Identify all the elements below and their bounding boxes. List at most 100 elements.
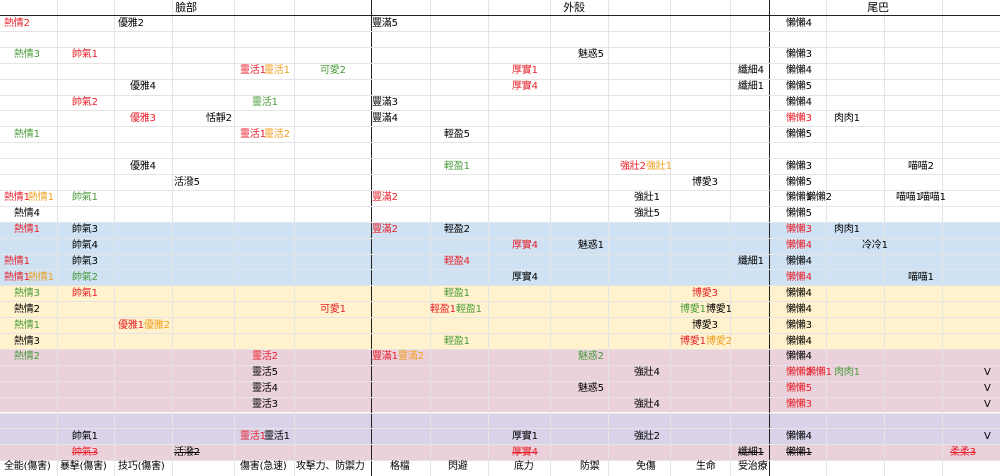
cell-value[interactable]: 博愛3 <box>692 319 718 331</box>
cell-value[interactable]: 懶懶1 <box>786 446 812 458</box>
cell-value[interactable]: 輕盈1 <box>456 303 482 315</box>
cell-value[interactable]: 魅惑5 <box>578 383 604 395</box>
cell-value[interactable]: 活潑2 <box>174 446 200 458</box>
cell-value[interactable]: 輕盈2 <box>444 224 470 236</box>
cell-value[interactable]: 懶懶3 <box>786 112 812 124</box>
cell-value[interactable]: 博愛1 <box>706 303 732 315</box>
cell-value[interactable]: 輕盈1 <box>444 335 470 347</box>
cell-value[interactable]: 柔柔3 <box>950 446 976 458</box>
cell-value[interactable]: 熱情1 <box>4 271 30 283</box>
cell-value[interactable]: 懶懶5 <box>786 128 812 140</box>
cell-value[interactable]: 靈活1 <box>240 430 266 442</box>
cell-value[interactable]: 熱情3 <box>14 49 40 61</box>
cell-value[interactable]: 懶懶5 <box>786 383 812 395</box>
cell-value[interactable]: 豐滿2 <box>372 192 398 204</box>
cell-value[interactable]: 魅惑1 <box>578 240 604 252</box>
cell-value[interactable]: 帥氣1 <box>72 287 98 299</box>
cell-value[interactable]: 懶懶4 <box>786 97 812 108</box>
cell-value[interactable]: 懶懶3 <box>786 399 812 411</box>
cell-value[interactable]: 強壯5 <box>634 208 660 220</box>
cell-value[interactable]: 熱情1 <box>28 192 54 204</box>
cell-value[interactable]: 懶懶2 <box>786 367 812 379</box>
cell-value[interactable]: 靈活1 <box>240 128 266 140</box>
cell-value[interactable]: 帥氣2 <box>72 97 98 108</box>
cell-value[interactable]: 懶懶4 <box>786 256 812 267</box>
cell-value[interactable]: 活潑5 <box>174 176 200 188</box>
cell-value[interactable]: 厚實1 <box>512 65 538 77</box>
cell-value[interactable]: 博愛2 <box>706 335 732 347</box>
cell-value[interactable]: 優雅4 <box>130 81 156 93</box>
cell-value[interactable]: 靈活2 <box>264 128 290 140</box>
cell-value[interactable]: 熱情1 <box>4 256 30 267</box>
cell-value[interactable]: 喵喵1 <box>908 271 934 283</box>
cell-value[interactable]: 強壯2 <box>634 430 660 442</box>
cell-value[interactable]: 懶懶5 <box>786 208 812 220</box>
cell-value[interactable]: 纖細1 <box>738 256 764 267</box>
cell-value[interactable]: 懶懶4 <box>786 271 812 283</box>
cell-value[interactable]: 靈活1 <box>240 65 266 77</box>
cell-value[interactable]: 懶懶4 <box>786 287 812 299</box>
cell-value[interactable]: 懶懶3 <box>786 49 812 61</box>
cell-value[interactable]: 可愛1 <box>320 303 346 315</box>
cell-value[interactable]: 博愛1 <box>680 303 706 315</box>
cell-value[interactable]: V <box>984 430 991 442</box>
cell-value[interactable]: 熱情2 <box>14 351 40 363</box>
cell-value[interactable]: 喵喵2 <box>908 160 934 172</box>
cell-value[interactable]: 厚實4 <box>512 446 538 458</box>
cell-value[interactable]: 熱情2 <box>4 17 30 29</box>
cell-value[interactable]: 魅惑2 <box>578 351 604 363</box>
cell-value[interactable]: 肉肉1 <box>834 112 860 124</box>
cell-value[interactable]: V <box>984 367 991 379</box>
cell-value[interactable]: 強壯2 <box>620 160 646 172</box>
cell-value[interactable]: 喵喵1 <box>896 192 922 204</box>
cell-value[interactable]: 帥氣1 <box>72 430 98 442</box>
cell-value[interactable]: 輕盈1 <box>444 160 470 172</box>
cell-value[interactable]: 輕盈1 <box>430 303 456 315</box>
cell-value[interactable]: 熱情1 <box>14 128 40 140</box>
cell-value[interactable]: V <box>984 399 991 411</box>
cell-value[interactable]: 帥氣1 <box>72 192 98 204</box>
cell-value[interactable]: 懶懶3 <box>786 160 812 172</box>
cell-value[interactable]: 豐滿1 <box>372 351 398 363</box>
cell-value[interactable]: 熱情4 <box>14 208 40 220</box>
cell-value[interactable]: 輕盈1 <box>444 287 470 299</box>
cell-value[interactable]: 靈活5 <box>252 367 278 379</box>
cell-value[interactable]: 懶懶3 <box>786 224 812 236</box>
cell-value[interactable]: 懶懶4 <box>786 430 812 442</box>
cell-value[interactable]: 強壯4 <box>634 367 660 379</box>
cell-value[interactable]: 厚實4 <box>512 271 538 283</box>
cell-value[interactable]: 優雅1 <box>118 319 144 331</box>
cell-value[interactable]: 恬靜2 <box>206 112 232 124</box>
cell-value[interactable]: 肉肉1 <box>834 224 860 236</box>
cell-value[interactable]: 纖細1 <box>738 446 764 458</box>
cell-value[interactable]: 博愛3 <box>692 176 718 188</box>
cell-value[interactable]: 豐滿5 <box>372 17 398 29</box>
cell-value[interactable]: 纖細4 <box>738 65 764 77</box>
cell-value[interactable]: 肉肉1 <box>834 367 860 379</box>
cell-value[interactable]: 帥氣3 <box>72 224 98 236</box>
cell-value[interactable]: 厚實1 <box>512 430 538 442</box>
cell-value[interactable]: 魅惑5 <box>578 49 604 61</box>
cell-value[interactable]: 懶懶5 <box>786 81 812 93</box>
cell-value[interactable]: 博愛3 <box>692 287 718 299</box>
cell-value[interactable]: 懶懶4 <box>786 303 812 315</box>
cell-value[interactable]: V <box>984 383 991 395</box>
cell-value[interactable]: 靈活3 <box>252 399 278 411</box>
cell-value[interactable]: 輕盈5 <box>444 128 470 140</box>
cell-value[interactable]: 熱情1 <box>4 192 30 204</box>
cell-value[interactable]: 可愛2 <box>320 65 346 77</box>
cell-value[interactable]: 熱情1 <box>14 319 40 331</box>
cell-value[interactable]: 懶懶4 <box>786 335 812 347</box>
cell-value[interactable]: 靈活1 <box>264 430 290 442</box>
cell-value[interactable]: 強壯4 <box>634 399 660 411</box>
cell-value[interactable]: 厚實4 <box>512 81 538 93</box>
cell-value[interactable]: 優雅2 <box>144 319 170 331</box>
cell-value[interactable]: 懶懶4 <box>786 351 812 363</box>
cell-value[interactable]: 豐滿3 <box>372 97 398 108</box>
cell-value[interactable]: 懶懶2 <box>806 192 832 204</box>
cell-value[interactable]: 豐滿2 <box>398 351 424 363</box>
cell-value[interactable]: 輕盈4 <box>444 256 470 267</box>
cell-value[interactable]: 靈活1 <box>252 97 278 108</box>
cell-value[interactable]: 熱情1 <box>14 224 40 236</box>
cell-value[interactable]: 喵喵1 <box>920 192 946 204</box>
